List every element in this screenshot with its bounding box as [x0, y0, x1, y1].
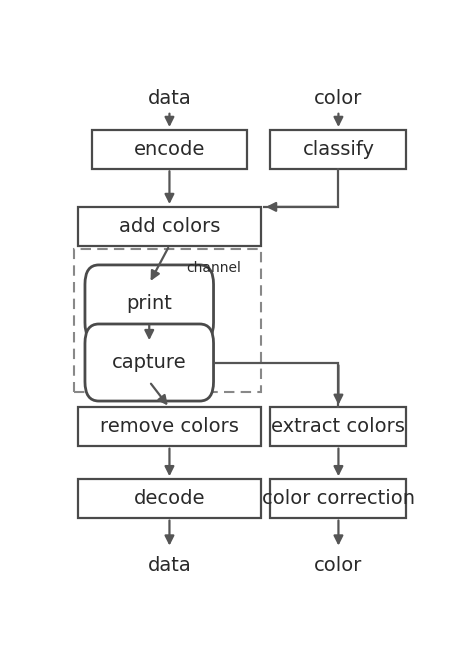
FancyBboxPatch shape	[78, 480, 261, 518]
Text: add colors: add colors	[119, 217, 220, 236]
FancyBboxPatch shape	[271, 480, 406, 518]
FancyBboxPatch shape	[271, 408, 406, 446]
Text: encode: encode	[134, 140, 205, 159]
Text: channel: channel	[186, 261, 241, 275]
FancyBboxPatch shape	[271, 130, 406, 169]
Text: decode: decode	[134, 489, 205, 508]
Text: capture: capture	[112, 353, 187, 372]
Text: color correction: color correction	[262, 489, 415, 508]
FancyBboxPatch shape	[78, 207, 261, 245]
Text: data: data	[147, 556, 191, 575]
Text: data: data	[147, 89, 191, 107]
Text: print: print	[126, 294, 172, 313]
Text: remove colors: remove colors	[100, 418, 239, 436]
FancyBboxPatch shape	[85, 265, 213, 342]
Text: color: color	[314, 89, 363, 107]
Text: extract colors: extract colors	[272, 418, 405, 436]
FancyBboxPatch shape	[85, 324, 213, 401]
Text: classify: classify	[302, 140, 374, 159]
FancyBboxPatch shape	[92, 130, 246, 169]
Text: color: color	[314, 556, 363, 575]
FancyBboxPatch shape	[78, 408, 261, 446]
